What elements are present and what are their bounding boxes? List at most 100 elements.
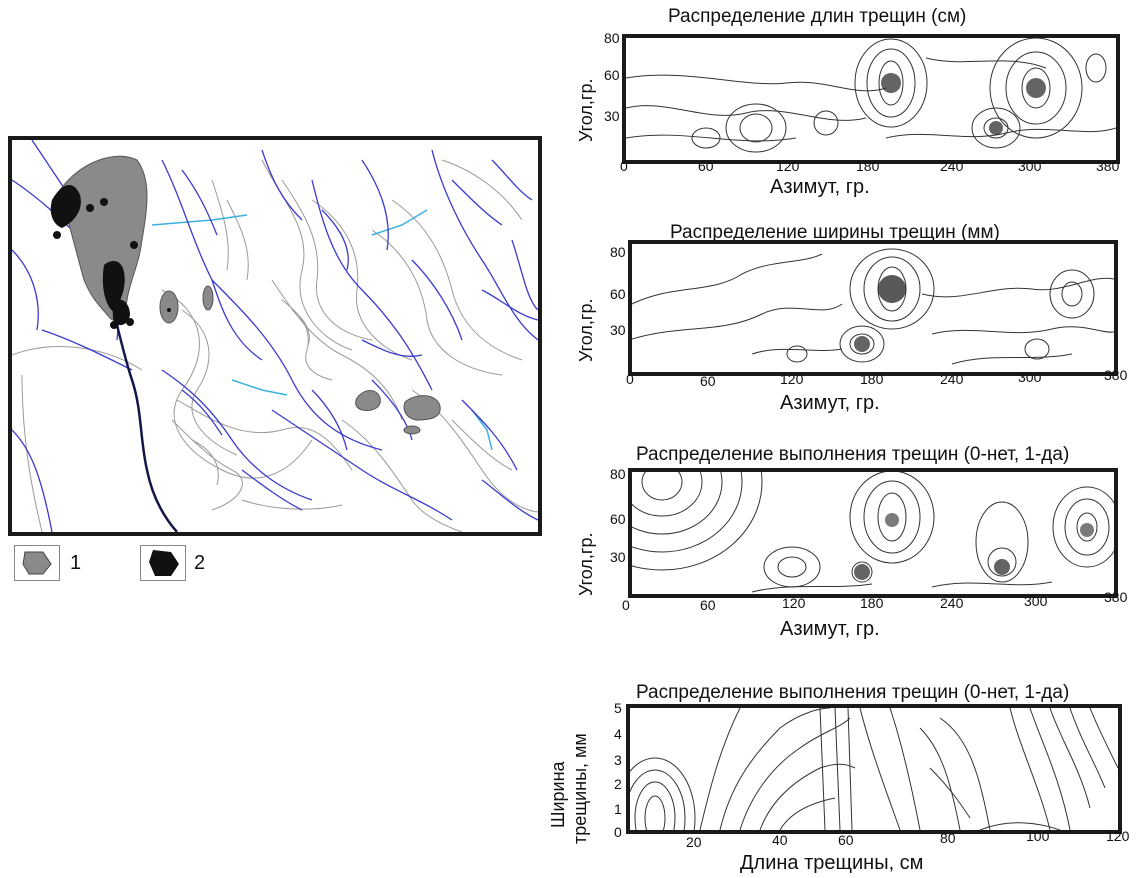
zone-2-point [126,318,134,326]
panel-1-title: Распределение длин трещин (см) [668,6,967,27]
panel-3-ytick: 60 [610,511,626,527]
panel-1-contour-plot [622,34,1120,164]
contour-line [191,439,219,486]
panel-1-ytick: 60 [604,67,620,83]
panel-2-ytick: 30 [610,322,626,338]
panel-3-contour-plot [628,468,1118,598]
panel-4-xtick: 60 [838,832,854,848]
zone-1-polygon [59,155,148,321]
main-river-line [105,289,178,532]
stream-line [371,209,428,236]
contour-ring [641,472,683,501]
contour-line [626,105,867,121]
map-drawing [12,140,538,532]
panel-2-xtick: 60 [700,373,716,389]
contour-ring [1052,486,1114,568]
zone-2-polygon [112,299,130,326]
contour-line [171,419,243,511]
stream-line [231,379,288,396]
contour-ring [632,472,743,553]
panel-2-ytick: 60 [610,286,626,302]
contour-line [834,708,841,830]
panel-2-xtick: 120 [780,371,804,387]
zone-1-polygon [355,390,381,411]
contour-line [626,134,797,142]
contour-line [1029,708,1071,830]
zone-2-point [100,198,108,206]
stream-line [151,214,248,226]
contour-ring [1085,53,1107,83]
contour-ring [632,472,763,571]
panel-3-ytick: 80 [610,466,626,482]
panel-3-xtick: 0 [622,597,630,613]
contour-ring [725,103,787,153]
panel-4-ytick: 1 [614,801,622,817]
panel-2-ylabel: Угол,гр. [576,298,596,363]
contour-ring [866,48,916,118]
panel-1-ytick: 30 [604,108,620,124]
panel-4-xtick: 40 [772,832,788,848]
river-line [12,429,53,532]
contour-ring [877,492,907,542]
contour-line [739,717,851,830]
zone-2-polygon [50,184,81,228]
contour-line [176,399,353,471]
contour-ring [739,113,773,143]
contour-line [211,179,229,271]
contour-line [291,309,310,346]
contour-ring [1024,338,1050,360]
river-line [12,249,39,331]
river-line [451,179,503,226]
zone-2-point [167,308,171,312]
contour-ring [813,110,839,136]
contour-ring [1021,67,1051,109]
panel-4-xtick: 100 [1026,828,1050,844]
panel-2-xlabel: Азимут, гр. [780,392,880,414]
panel-4-ytick: 0 [614,824,622,840]
panel-3-xtick: 60 [700,597,716,613]
panel-2-contour-plot [628,240,1118,376]
density-cluster [885,513,899,527]
panel-4-xtick: 80 [940,830,956,846]
density-cluster [989,121,1003,135]
contour-line [779,797,836,830]
contour-line [261,159,353,351]
contour-line [241,499,343,510]
panel-3-xtick: 300 [1024,593,1048,609]
zone-2-point [110,321,118,329]
contour-ring [1049,269,1095,319]
contour-ring [839,325,885,363]
zone-1-polygon [403,425,421,435]
contour-line [391,199,523,361]
panel-4-xlabel: Длина трещины, см [740,852,924,874]
river-line [481,289,538,321]
contour-line [21,374,43,532]
contour-line [889,708,921,830]
contour-line [1069,708,1106,789]
contour-ring [854,38,928,128]
panel-4-ytick: 2 [614,776,622,792]
panel-4-contour-plot [626,704,1122,834]
panel-1-xtick: 0 [620,158,628,174]
contour-ring [691,127,721,149]
panel-2-xtick: 0 [626,371,634,387]
panel-2-xtick: 380 [1104,367,1128,383]
panel-1-xtick: 380 [1096,158,1120,174]
zone-1-polygon [159,290,179,324]
panel-4-xtick: 20 [686,834,702,850]
contour-ring [849,248,935,330]
contour-line [979,822,1061,830]
zone-2-point [130,241,138,249]
panel-2-title: Распределение ширины трещин (мм) [670,222,1000,243]
geologic-map [8,136,542,536]
contour-line [951,353,1073,365]
contour-line [1089,708,1118,769]
zone-2-point [53,231,61,239]
contour-ring [786,345,808,363]
panel-3-xtick: 240 [940,595,964,611]
panel-3-ylabel: Угол,гр. [576,532,596,597]
contour-ring [863,256,921,322]
panel-1-ylabel: Угол,гр. [576,78,596,143]
river-line [411,259,463,341]
contour-line [226,199,249,281]
